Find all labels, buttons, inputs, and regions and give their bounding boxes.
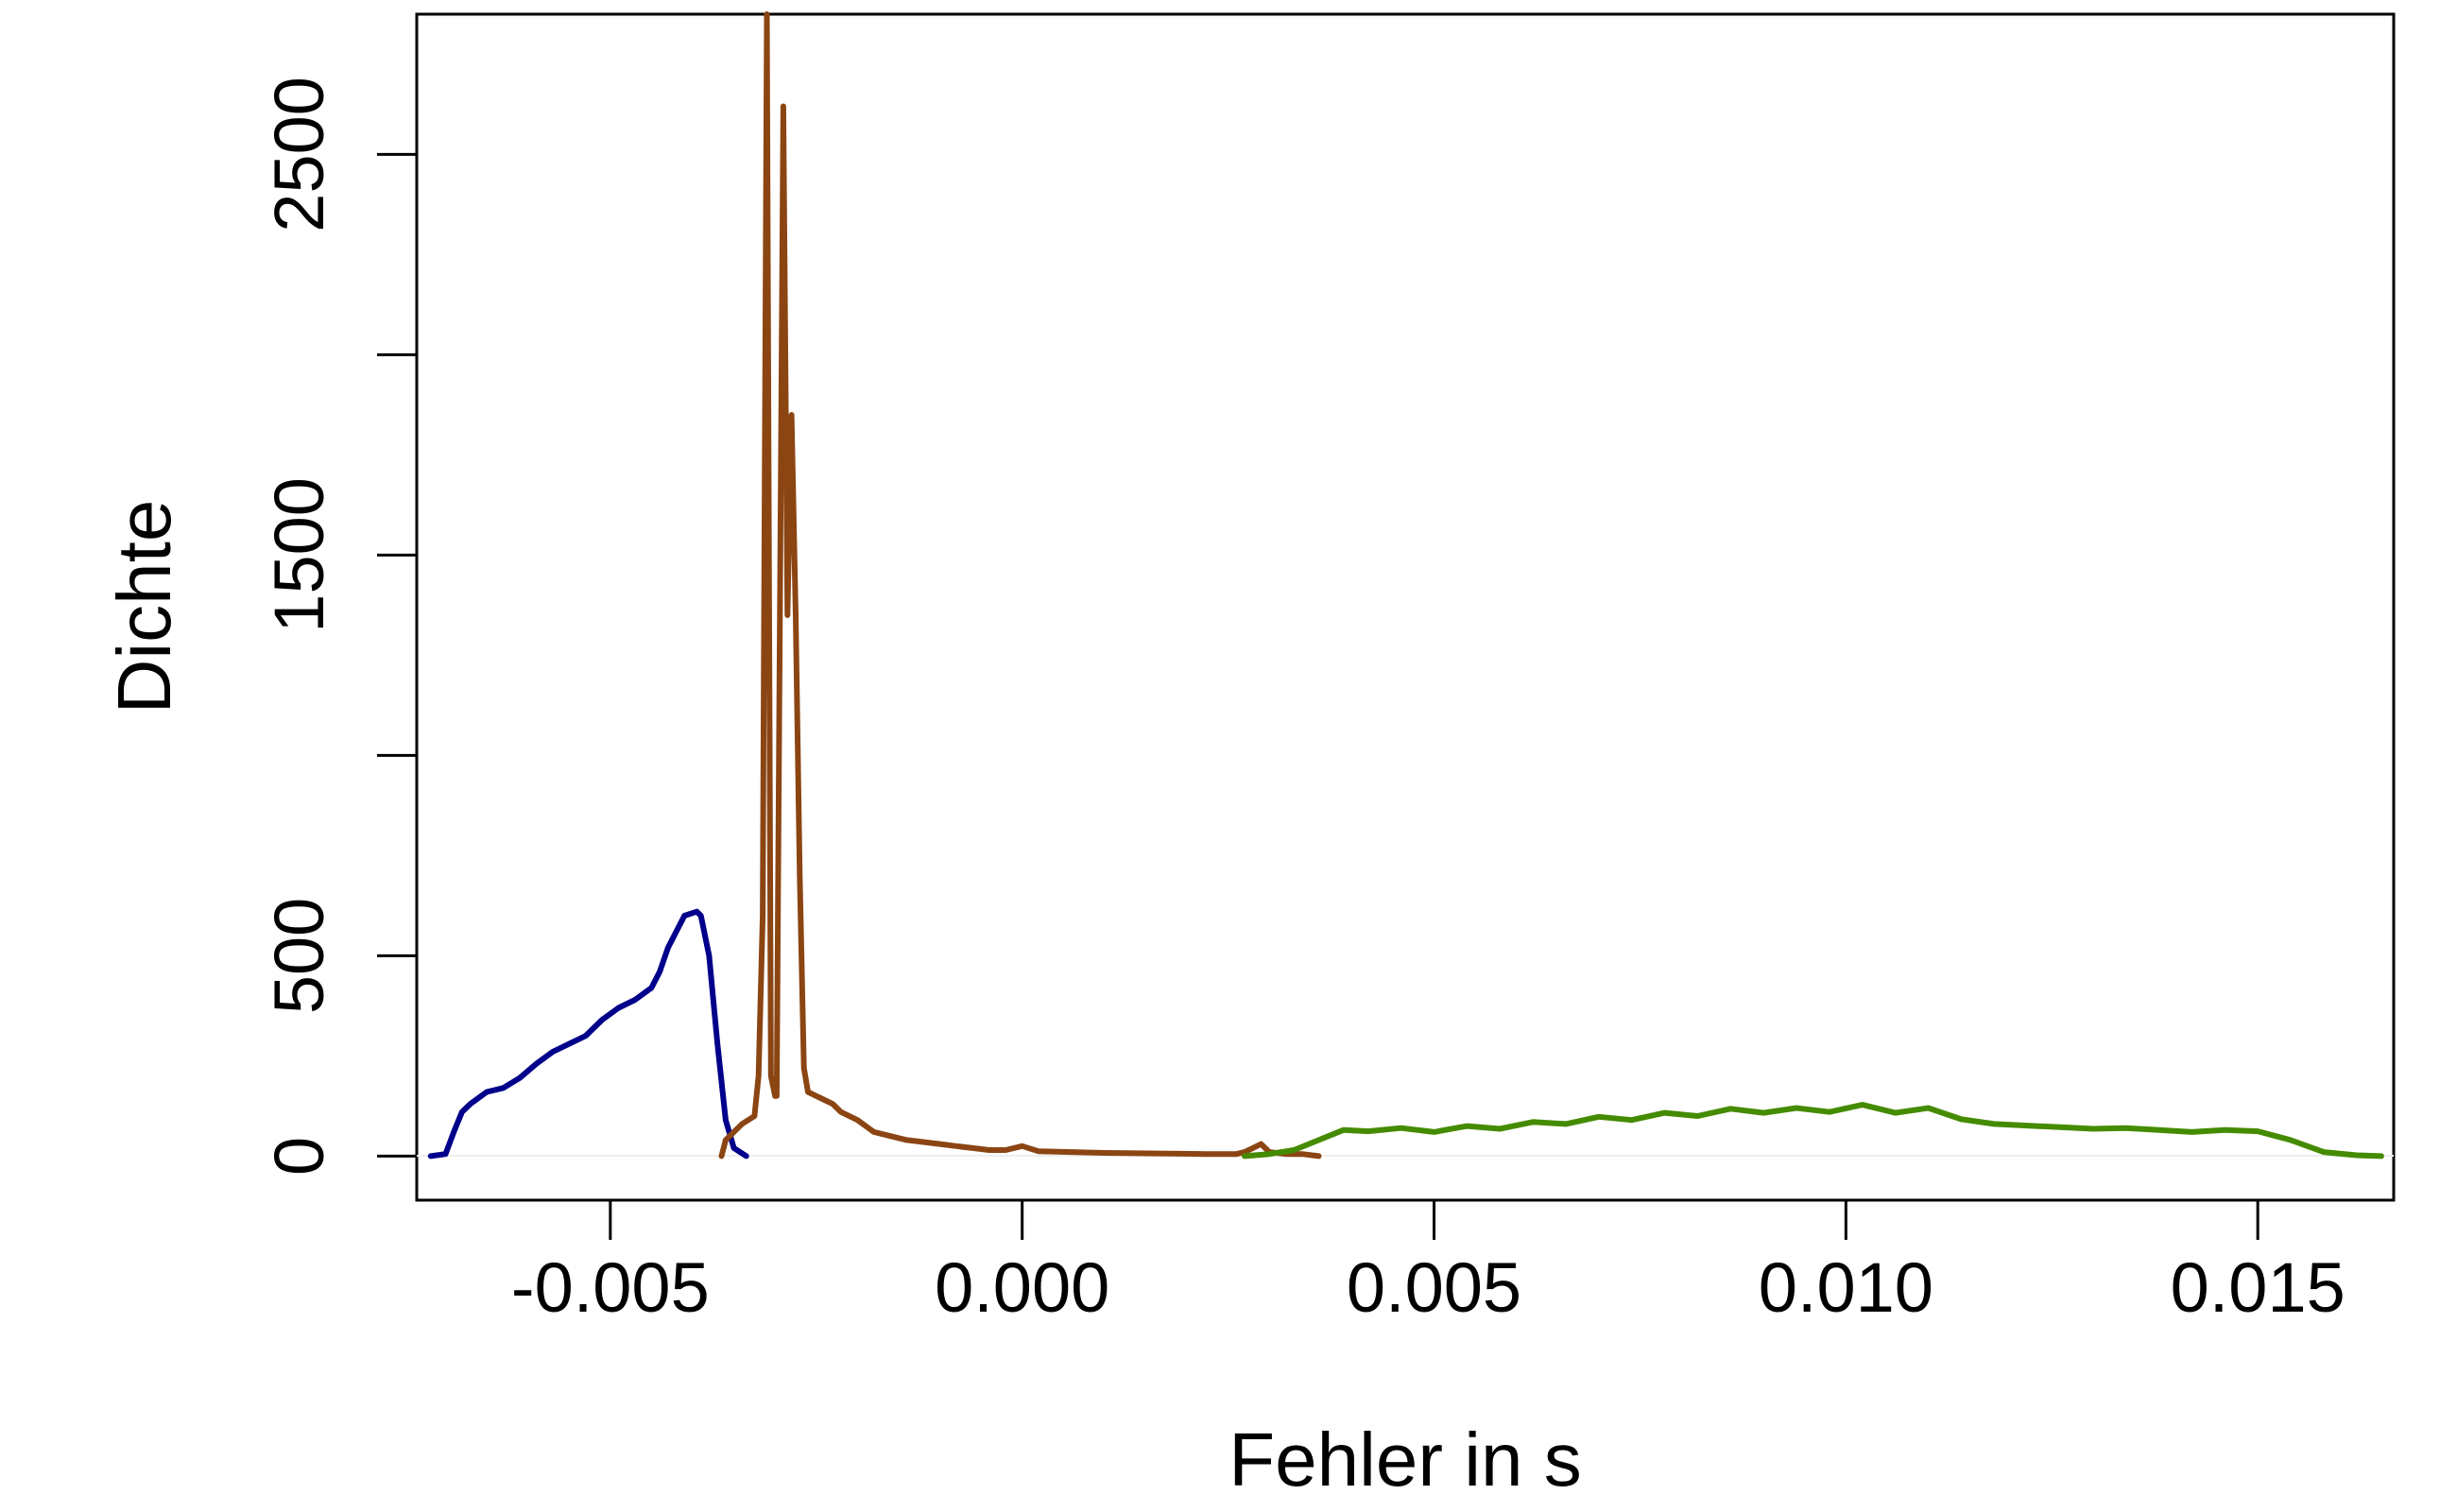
x-tick-label: 0.005 [1347, 1248, 1521, 1327]
x-tick-label: 0.010 [1759, 1248, 1933, 1327]
series-line-1 [427, 908, 749, 1160]
series-layer [427, 11, 2384, 1160]
x-axis-title: Fehler in s [1228, 1418, 1581, 1502]
x-tick-label: -0.005 [511, 1248, 710, 1327]
series-line-2 [718, 11, 1322, 1160]
y-tick-label: 0 [260, 1137, 338, 1176]
y-tick-label: 2500 [260, 77, 338, 232]
y-axis-title: Dichte [102, 500, 186, 714]
series-line-3 [1242, 1102, 2384, 1160]
x-axis: -0.005 0.000 0.005 0.010 0.015 [511, 1200, 2345, 1327]
y-tick-label: 1500 [260, 477, 338, 633]
x-tick-label: 0.000 [935, 1248, 1109, 1327]
y-tick-label: 500 [260, 898, 338, 1014]
plot-frame [415, 12, 2396, 1202]
x-tick-label: 0.015 [2171, 1248, 2345, 1327]
y-axis: 0 500 1500 2500 [260, 77, 417, 1176]
